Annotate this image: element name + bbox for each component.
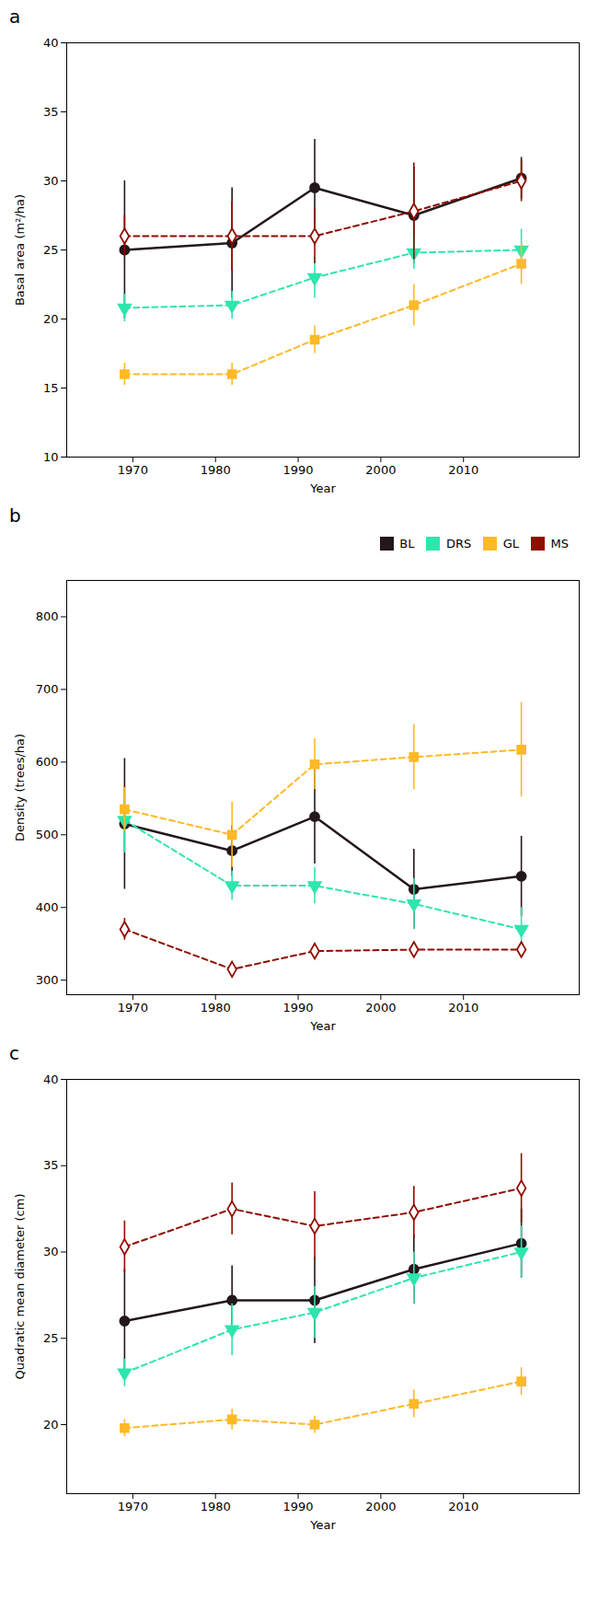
- svg-text:800: 800: [35, 609, 59, 623]
- svg-text:15: 15: [43, 380, 59, 395]
- svg-text:500: 500: [35, 826, 59, 841]
- svg-text:2010: 2010: [448, 1497, 479, 1512]
- svg-text:10: 10: [43, 449, 59, 464]
- svg-text:Density (trees/ha): Density (trees/ha): [12, 732, 27, 841]
- html-text:GL: GL: [503, 536, 519, 551]
- html-text:BL: BL: [399, 536, 415, 551]
- svg-text:1990: 1990: [283, 1497, 314, 1512]
- svg-text:40: 40: [43, 35, 59, 50]
- svg-text:1990: 1990: [283, 462, 314, 477]
- svg-text:30: 30: [43, 173, 59, 188]
- svg-text:1990: 1990: [283, 999, 314, 1014]
- html-text:b: b: [9, 504, 21, 527]
- svg-text:300: 300: [35, 971, 59, 986]
- html-text:c: c: [9, 1041, 20, 1064]
- svg-text:1970: 1970: [117, 1497, 149, 1512]
- html-text:a: a: [9, 5, 21, 28]
- svg-text:600: 600: [35, 754, 59, 769]
- svg-text:2000: 2000: [365, 1497, 396, 1512]
- svg-text:25: 25: [43, 242, 59, 257]
- svg-text:2000: 2000: [365, 462, 396, 477]
- svg-text:400: 400: [35, 898, 59, 913]
- html-text:MS: MS: [550, 536, 569, 551]
- svg-text:2000: 2000: [365, 999, 396, 1014]
- svg-text:25: 25: [43, 1329, 59, 1344]
- svg-text:35: 35: [43, 104, 59, 119]
- svg-text:30: 30: [43, 1244, 59, 1258]
- svg-text:1980: 1980: [200, 999, 231, 1014]
- html-text:DRS: DRS: [446, 536, 472, 551]
- svg-text:Year: Year: [309, 1516, 336, 1531]
- svg-text:Basal area (m²/ha): Basal area (m²/ha): [12, 194, 27, 306]
- svg-text:Quadratic mean diameter (cm): Quadratic mean diameter (cm): [12, 1192, 27, 1379]
- svg-text:1970: 1970: [117, 999, 149, 1014]
- svg-text:40: 40: [43, 1071, 59, 1085]
- svg-text:35: 35: [43, 1157, 59, 1172]
- svg-text:1980: 1980: [200, 1497, 231, 1512]
- svg-text:Year: Year: [309, 1017, 336, 1032]
- svg-text:1970: 1970: [117, 462, 149, 477]
- svg-text:20: 20: [43, 1416, 59, 1430]
- svg-text:2010: 2010: [448, 462, 479, 477]
- svg-text:1980: 1980: [200, 462, 231, 477]
- svg-text:Year: Year: [309, 481, 336, 496]
- svg-text:2010: 2010: [448, 999, 479, 1014]
- svg-text:20: 20: [43, 311, 59, 326]
- svg-text:700: 700: [35, 681, 59, 696]
